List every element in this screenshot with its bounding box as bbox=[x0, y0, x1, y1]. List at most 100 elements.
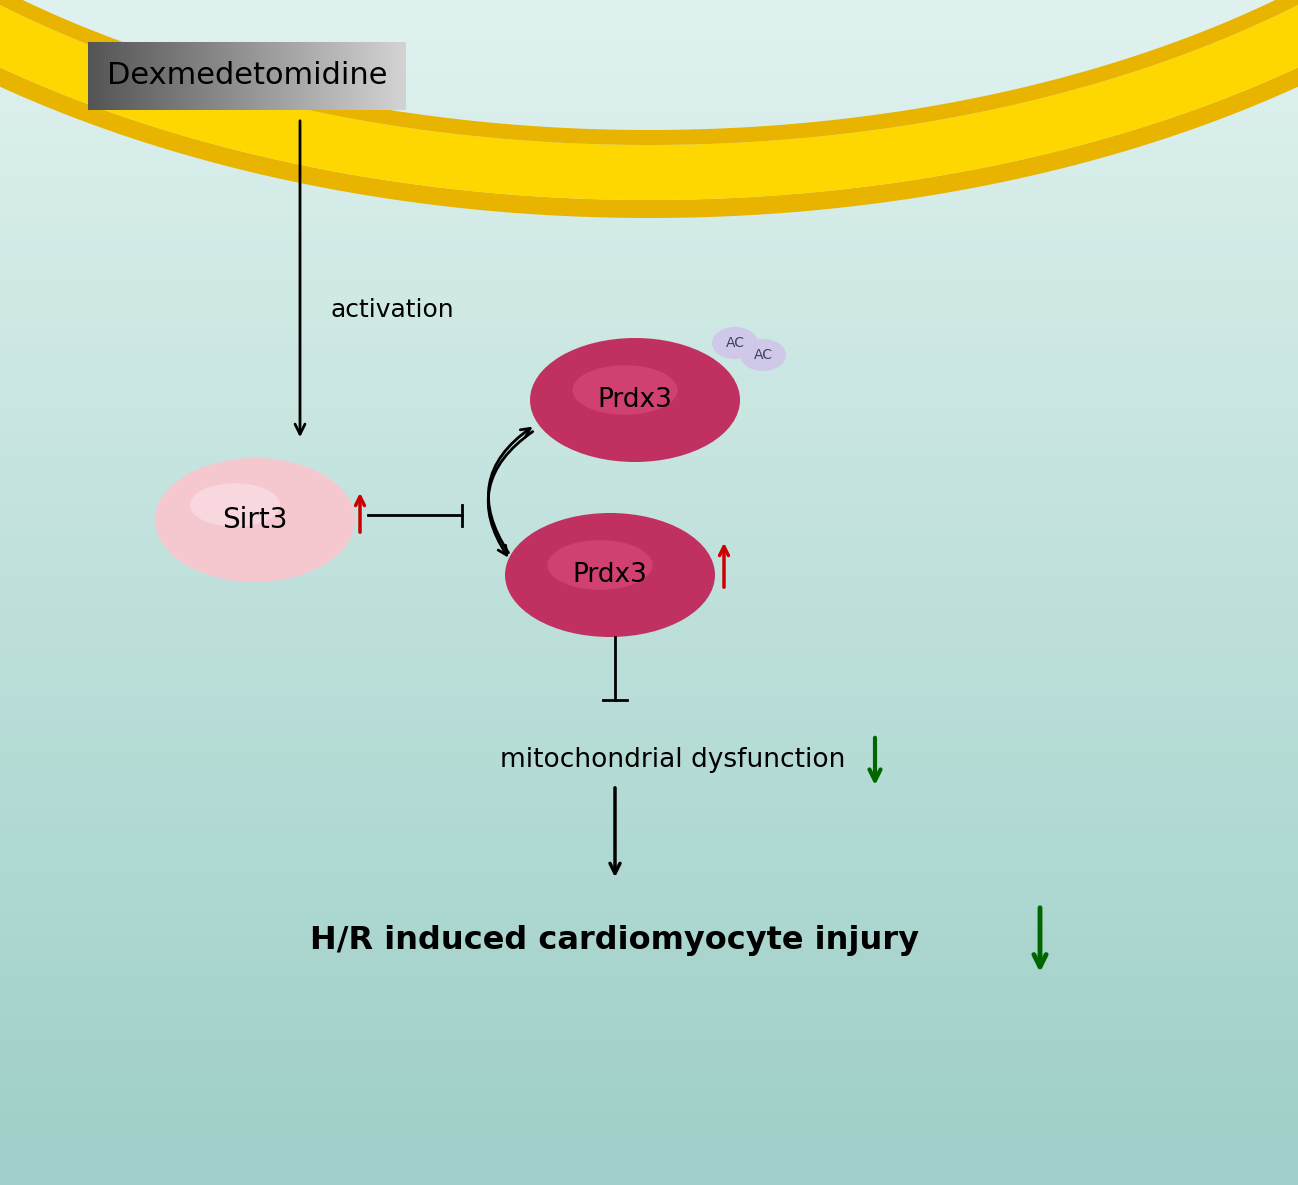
Text: Prdx3: Prdx3 bbox=[597, 387, 672, 414]
Ellipse shape bbox=[188, 479, 322, 562]
Bar bbox=[212, 41, 215, 110]
Ellipse shape bbox=[226, 502, 284, 538]
Bar bbox=[365, 41, 367, 110]
Bar bbox=[119, 41, 123, 110]
Bar bbox=[110, 41, 113, 110]
Bar bbox=[269, 41, 273, 110]
Bar bbox=[371, 41, 374, 110]
FancyArrowPatch shape bbox=[488, 431, 532, 555]
Bar bbox=[323, 41, 327, 110]
Bar bbox=[215, 41, 218, 110]
Ellipse shape bbox=[154, 457, 354, 582]
Bar bbox=[240, 41, 244, 110]
Bar bbox=[247, 41, 251, 110]
Bar bbox=[228, 41, 231, 110]
Bar bbox=[339, 41, 343, 110]
Bar bbox=[288, 41, 292, 110]
Bar bbox=[393, 41, 396, 110]
FancyArrowPatch shape bbox=[488, 428, 530, 552]
Bar bbox=[402, 41, 406, 110]
Ellipse shape bbox=[530, 338, 740, 462]
Ellipse shape bbox=[174, 469, 336, 570]
Bar bbox=[273, 41, 275, 110]
Ellipse shape bbox=[245, 514, 265, 526]
Bar bbox=[222, 41, 225, 110]
Ellipse shape bbox=[548, 540, 653, 590]
Bar bbox=[257, 41, 260, 110]
Ellipse shape bbox=[169, 467, 341, 574]
Bar bbox=[282, 41, 286, 110]
Bar bbox=[310, 41, 314, 110]
Ellipse shape bbox=[165, 463, 345, 576]
Bar bbox=[330, 41, 332, 110]
Ellipse shape bbox=[713, 327, 758, 359]
Bar bbox=[139, 41, 141, 110]
Bar bbox=[205, 41, 209, 110]
Ellipse shape bbox=[202, 487, 308, 552]
Bar bbox=[177, 41, 180, 110]
Bar bbox=[396, 41, 400, 110]
Ellipse shape bbox=[240, 511, 270, 530]
Bar bbox=[104, 41, 106, 110]
Bar bbox=[238, 41, 240, 110]
Bar bbox=[101, 41, 104, 110]
Bar bbox=[123, 41, 126, 110]
Bar bbox=[117, 41, 119, 110]
Text: Dexmedetomidine: Dexmedetomidine bbox=[106, 62, 387, 90]
Bar bbox=[200, 41, 202, 110]
Bar bbox=[158, 41, 161, 110]
Bar bbox=[234, 41, 238, 110]
Bar bbox=[336, 41, 339, 110]
Ellipse shape bbox=[222, 499, 288, 540]
Ellipse shape bbox=[572, 365, 678, 415]
Bar bbox=[314, 41, 317, 110]
Bar bbox=[132, 41, 136, 110]
Ellipse shape bbox=[212, 493, 299, 546]
PathPatch shape bbox=[0, 0, 1298, 145]
Text: Sirt3: Sirt3 bbox=[222, 506, 288, 534]
Bar bbox=[343, 41, 345, 110]
Bar bbox=[88, 41, 91, 110]
Bar bbox=[400, 41, 402, 110]
Bar bbox=[193, 41, 196, 110]
Ellipse shape bbox=[235, 508, 274, 532]
Bar bbox=[384, 41, 387, 110]
Ellipse shape bbox=[190, 483, 280, 526]
Bar bbox=[145, 41, 148, 110]
Ellipse shape bbox=[183, 475, 327, 564]
Bar bbox=[279, 41, 282, 110]
PathPatch shape bbox=[0, 0, 1298, 200]
Bar bbox=[292, 41, 295, 110]
Ellipse shape bbox=[740, 339, 787, 371]
Bar bbox=[367, 41, 371, 110]
Bar bbox=[209, 41, 212, 110]
Bar bbox=[317, 41, 321, 110]
Bar bbox=[361, 41, 365, 110]
Bar bbox=[141, 41, 145, 110]
Bar bbox=[95, 41, 97, 110]
Bar bbox=[126, 41, 130, 110]
Bar bbox=[183, 41, 187, 110]
PathPatch shape bbox=[0, 0, 1298, 190]
Bar bbox=[380, 41, 384, 110]
Text: activation: activation bbox=[330, 297, 453, 322]
Bar bbox=[154, 41, 158, 110]
Bar bbox=[167, 41, 170, 110]
Bar bbox=[295, 41, 297, 110]
Bar bbox=[356, 41, 358, 110]
Bar bbox=[196, 41, 200, 110]
Bar bbox=[251, 41, 253, 110]
Ellipse shape bbox=[217, 497, 293, 544]
Bar bbox=[161, 41, 165, 110]
Bar bbox=[91, 41, 95, 110]
Bar bbox=[297, 41, 301, 110]
Bar bbox=[218, 41, 222, 110]
Bar bbox=[106, 41, 110, 110]
Bar bbox=[263, 41, 266, 110]
PathPatch shape bbox=[0, 0, 1298, 218]
Bar bbox=[374, 41, 378, 110]
Bar bbox=[170, 41, 174, 110]
Bar bbox=[358, 41, 361, 110]
Bar bbox=[174, 41, 177, 110]
Bar bbox=[225, 41, 228, 110]
